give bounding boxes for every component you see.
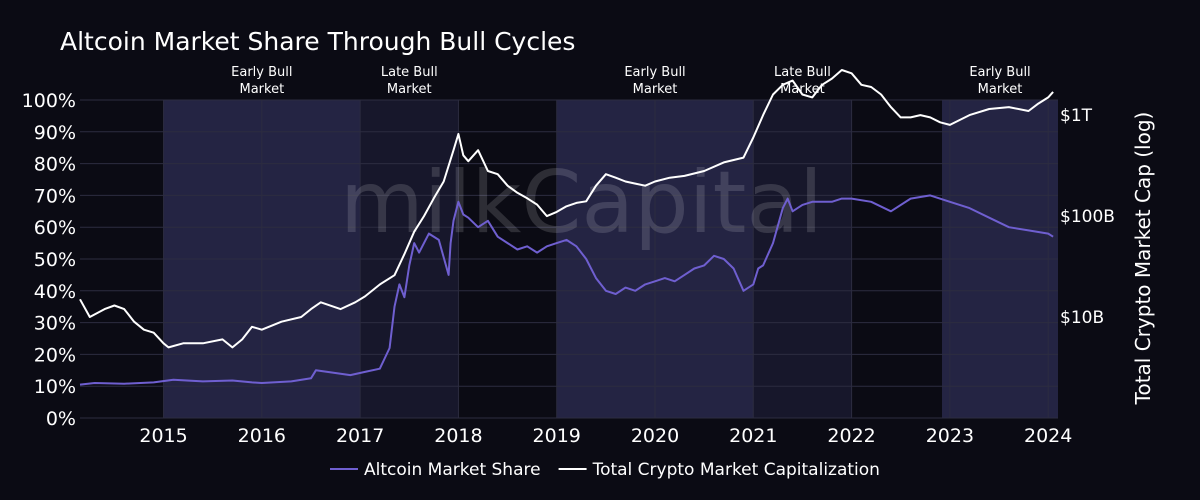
y-tick-label-2: 20% <box>34 344 76 366</box>
phase-label-3-0: Late Bull <box>774 65 831 80</box>
phase-label-1-1: Market <box>387 82 432 97</box>
x-tick-label-4: 2019 <box>533 425 581 447</box>
x-tick-label-6: 2021 <box>729 425 777 447</box>
phase-label-2-1: Market <box>633 82 678 97</box>
y-tick-label-1: 10% <box>34 376 76 398</box>
x-tick-label-8: 2023 <box>926 425 974 447</box>
series-line-0 <box>79 194 1054 386</box>
x-tick-label-1: 2016 <box>238 425 286 447</box>
y-tick-label-8: 80% <box>34 154 76 176</box>
x-tick-label-5: 2020 <box>631 425 679 447</box>
phase-label-4-0: Early Bull <box>969 65 1030 80</box>
axes: 0% 10% 20% 30% 40% 50% 60% 70% 80% 90% 100% 2015 201… <box>22 90 1115 447</box>
y-tick-label-4: 40% <box>34 281 76 303</box>
y-tick-label-10: 100% <box>22 90 76 112</box>
legend-label-1: Total Crypto Market Capitalization <box>592 460 880 480</box>
y2-axis-label: Total Crypto Market Cap (log) <box>1131 112 1155 406</box>
phase-label-3-1: Market <box>780 82 825 97</box>
y-tick-label-6: 60% <box>34 217 76 239</box>
phase-label-2-0: Early Bull <box>624 65 685 80</box>
y2-tick-label-2: $1T <box>1060 106 1093 126</box>
y-tick-label-5: 50% <box>34 249 76 271</box>
y-tick-label-7: 70% <box>34 185 76 207</box>
phase-label-0-1: Market <box>239 82 284 97</box>
phase-label-4-1: Market <box>978 82 1023 97</box>
x-tick-label-3: 2018 <box>434 425 482 447</box>
series-lines <box>79 69 1054 386</box>
x-tick-label-2: 2017 <box>336 425 384 447</box>
series-line-1 <box>79 69 1054 349</box>
y2-tick-label-0: $10B <box>1060 308 1104 328</box>
legend: Altcoin Market Share Total Crypto Market … <box>330 460 880 480</box>
y-tick-label-3: 30% <box>34 313 76 335</box>
x-tick-label-9: 2024 <box>1024 425 1072 447</box>
y-tick-label-9: 90% <box>34 122 76 144</box>
legend-label-0: Altcoin Market Share <box>364 460 541 480</box>
y-tick-label-0: 0% <box>46 408 76 430</box>
grid-lines <box>80 99 1058 419</box>
chart-title: Altcoin Market Share Through Bull Cycles <box>60 27 575 56</box>
phase-label-1-0: Late Bull <box>381 65 438 80</box>
x-tick-label-7: 2022 <box>827 425 875 447</box>
x-tick-label-0: 2015 <box>139 425 187 447</box>
y2-tick-label-1: $100B <box>1060 207 1115 227</box>
phase-label-0-0: Early Bull <box>231 65 292 80</box>
